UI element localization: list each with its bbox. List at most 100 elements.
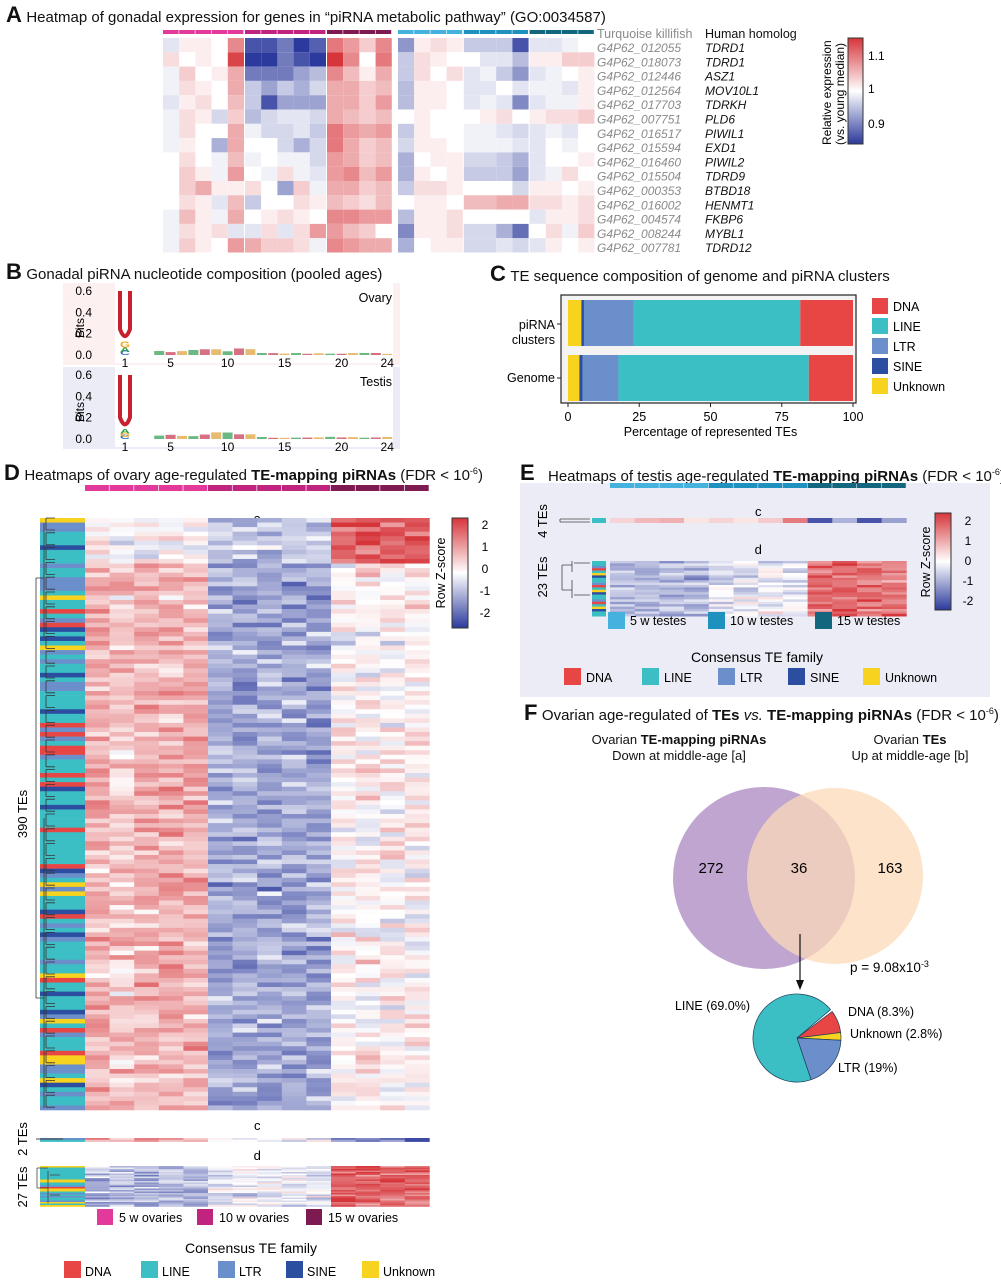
heatmap-cell: [782, 518, 808, 523]
heatmap-cell: [158, 996, 184, 1002]
heatmap-cell: [208, 518, 233, 523]
heatmap-cell: [257, 654, 283, 660]
heatmap-cell: [430, 195, 447, 210]
heatmap-cell: [380, 700, 406, 706]
heatmap-cell: [277, 209, 294, 224]
heatmap-cell: [404, 918, 430, 924]
heatmap-cell: [158, 609, 184, 614]
heatmap-cell: [85, 950, 110, 956]
heatmap-cell: [134, 531, 160, 537]
heatmap-cell: [355, 745, 381, 751]
heatmap-cell: [355, 1069, 381, 1074]
heatmap-cell: [404, 563, 430, 569]
heatmap-cell: [404, 991, 430, 997]
heatmap-cell: [109, 895, 135, 901]
heatmap-cell: [355, 1087, 381, 1093]
heatmap-cell: [281, 1087, 307, 1093]
heatmap-cell: [134, 1185, 160, 1188]
heatmap-cell: [85, 700, 110, 706]
heatmap-cell: [398, 80, 415, 96]
heatmap-cell: [163, 138, 180, 153]
heatmap-cell: [446, 80, 463, 96]
te-family-annotation: [40, 1073, 85, 1079]
heatmap-cell: [293, 66, 310, 81]
heatmap-cell: [158, 836, 184, 842]
heatmap-cell: [733, 582, 759, 586]
te-family-annotation: [592, 589, 606, 593]
heatmap-cell: [158, 845, 184, 851]
heatmap-cell: [281, 586, 307, 592]
heatmap-cell: [227, 181, 244, 196]
heatmap-cell: [208, 1028, 233, 1033]
heatmap-cell: [134, 1197, 160, 1200]
heatmap-cell: [158, 672, 184, 678]
heatmap-cell: [109, 650, 135, 655]
x-tick: 0: [565, 410, 572, 424]
heatmap-cell: [183, 977, 209, 983]
heatmap-cell: [277, 195, 294, 210]
heatmap-cell: [85, 691, 110, 696]
heatmap-cell: [708, 587, 734, 591]
heatmap-cell: [306, 668, 332, 674]
heatmap-cell: [331, 713, 356, 719]
venn-count-a-only: 272: [698, 860, 723, 877]
heatmap-cell: [257, 1046, 283, 1052]
heatmap-cell: [380, 791, 406, 797]
age-legend-label: 5 w testes: [630, 614, 686, 628]
heatmap-cell: [659, 575, 685, 579]
heatmap-cell: [881, 592, 907, 595]
heatmap-cell: [398, 123, 415, 139]
heatmap-cell: [232, 650, 258, 655]
heatmap-cell: [232, 604, 258, 610]
heatmap-cell: [578, 52, 595, 67]
heatmap-cell: [134, 572, 160, 578]
family-legend-label: LINE: [664, 671, 692, 685]
age-annotation-bar: [881, 483, 906, 488]
heatmap-cell: [758, 573, 784, 576]
heatmap-cell: [306, 654, 332, 660]
heatmap-cell: [881, 611, 907, 615]
heatmap-cell: [306, 1172, 332, 1174]
heatmap-cell: [404, 709, 430, 715]
heatmap-cell: [257, 1167, 283, 1170]
heatmap-cell: [634, 592, 660, 595]
te-family-annotation: [40, 1078, 85, 1083]
heatmap-cell: [331, 773, 356, 778]
heatmap-cell: [134, 1166, 160, 1168]
heatmap-cell: [109, 549, 135, 555]
heatmap-cell: [807, 575, 833, 579]
heatmap-cell: [857, 597, 882, 600]
heatmap-cell: [832, 599, 858, 603]
heatmap-cell: [183, 886, 209, 892]
heatmap-cell: [293, 152, 310, 167]
heatmap-cell: [183, 1185, 209, 1188]
heatmap-cell: [257, 1028, 283, 1033]
heatmap-cell: [306, 1096, 332, 1102]
heatmap-cell: [832, 592, 858, 595]
heatmap-cell: [158, 818, 184, 824]
dendrogram-branch: [45, 813, 55, 827]
heatmap-cell: [380, 732, 406, 737]
heatmap-cell: [232, 700, 258, 706]
heatmap-cell: [331, 727, 356, 733]
heatmap-cell: [109, 823, 135, 828]
heatmap-cell: [355, 1184, 381, 1186]
te-family-annotation: [40, 795, 85, 801]
heatmap-cell: [404, 1059, 430, 1065]
heatmap-cell: [306, 640, 332, 646]
heatmap-cell: [281, 1105, 307, 1111]
heatmap-cell: [306, 886, 332, 892]
heatmap-cell: [306, 681, 332, 687]
heatmap-cell: [183, 604, 209, 610]
heatmap-cell: [232, 818, 258, 824]
heatmap-cell: [375, 52, 392, 67]
heatmap-cell: [684, 565, 710, 569]
heatmap-cell: [281, 886, 307, 892]
heatmap-cell: [183, 695, 209, 701]
heatmap-cell: [109, 927, 135, 933]
heatmap-cell: [85, 640, 110, 646]
heatmap-cell: [85, 750, 110, 756]
heatmap-cell: [183, 827, 209, 833]
col-header-human: Human homolog: [705, 27, 797, 41]
heatmap-cell: [257, 1175, 283, 1177]
